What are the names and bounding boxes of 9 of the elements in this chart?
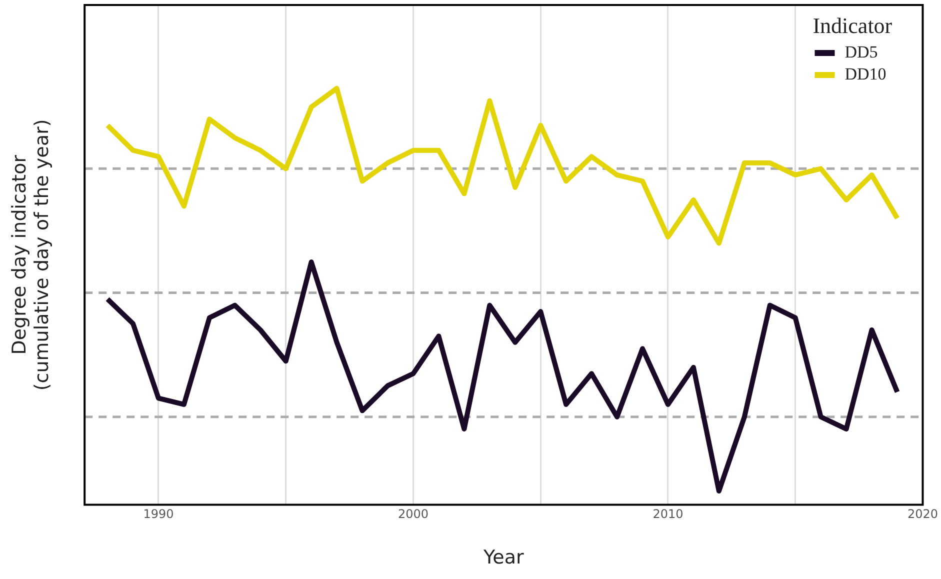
legend-label: DD10 xyxy=(844,64,886,84)
x-axis-title: Year xyxy=(482,546,524,569)
x-tick-label: 2020 xyxy=(907,507,938,522)
x-tick-label: 1990 xyxy=(143,507,174,522)
x-tick-label: 2010 xyxy=(652,507,684,522)
legend-title: Indicator xyxy=(812,12,893,38)
x-tick-label: 2000 xyxy=(398,507,428,522)
legend-label: DD5 xyxy=(844,42,878,62)
y-axis-title: Degree day indicator (cumulative day of the year) xyxy=(8,119,54,391)
